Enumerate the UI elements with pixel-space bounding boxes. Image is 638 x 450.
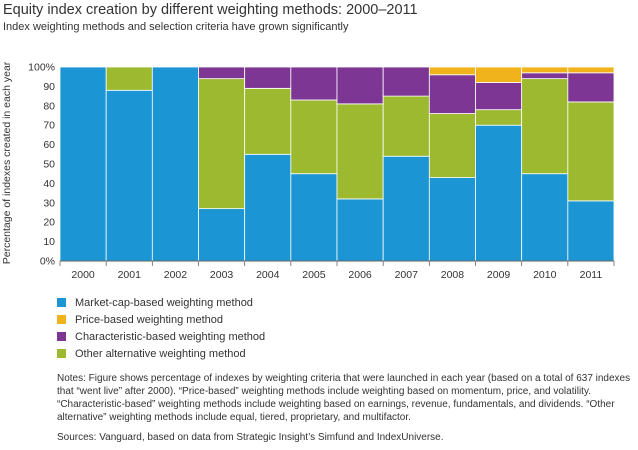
bar-segment [475,109,523,126]
x-tick-label: 2009 [487,269,511,281]
bar-segment [428,113,476,178]
bar-segment [428,177,476,262]
x-tick-label: 2008 [441,269,465,281]
bar-segment [475,82,523,111]
bar-segment [382,66,430,97]
bar-segment [198,78,246,210]
bar-segment [336,66,384,105]
legend-label-characteristic: Characteristic-based weighting method [75,330,266,343]
bar-segment [521,66,569,74]
bar-group [59,66,615,262]
legend-item-other: Other alternative weighting method [57,345,265,362]
bar-segment [59,66,107,262]
bar-segment [428,66,476,76]
bar-segment [244,66,292,89]
y-tick-label: 60 [43,139,55,151]
bar-segment [198,66,246,80]
y-axis-label: Percentage of indexes created in each ye… [1,61,13,264]
chart-subtitle: Index weighting methods and selection cr… [3,21,349,33]
legend-label-price: Price-based weighting method [75,313,223,326]
legend-item-characteristic: Characteristic-based weighting method [57,328,265,345]
x-tick-label: 2001 [118,269,142,281]
legend: Market-cap-based weighting method Price-… [57,294,265,362]
legend-label-market-cap: Market-cap-based weighting method [75,296,253,309]
bar-segment [567,200,615,262]
y-tick-label: 80 [43,100,55,112]
bar-segment [336,103,384,200]
bar-segment [475,124,523,262]
y-tick-label: 0% [40,256,55,268]
x-tick-label: 2000 [71,269,95,281]
bar-segment [151,66,199,262]
x-tick-label: 2007 [395,269,419,281]
bar-segment [382,95,430,157]
bar-segment [521,78,569,175]
y-tick-label: 70 [43,120,55,132]
x-tick-label: 2010 [533,269,557,281]
y-tick-label: 20 [43,217,55,229]
legend-item-price: Price-based weighting method [57,311,265,328]
legend-item-market-cap: Market-cap-based weighting method [57,294,265,311]
bar-segment [290,99,338,175]
y-tick-label: 100% [28,62,55,74]
x-tick-labels: 2000 2001 2002 2003 2004 2005 2006 2007 2008 2009… [71,269,602,281]
chart-notes: Notes: Figure shows percentage of indexe… [57,373,631,423]
x-tick-label: 2004 [256,269,280,281]
bar-segment [244,87,292,155]
bar-segment [105,66,153,91]
bar-segment [382,155,430,262]
x-tick-label: 2011 [580,269,603,281]
bar-segment [521,173,569,262]
y-tick-label: 50 [43,159,55,171]
legend-label-other: Other alternative weighting method [75,347,246,360]
legend-swatch-characteristic [57,332,66,341]
x-tick-label: 2002 [164,269,188,281]
chart-sources: Sources: Vanguard, based on data from St… [57,432,444,443]
chart-title: Equity index creation by different weigh… [3,2,418,18]
y-tick-label: 90 [43,81,55,93]
bar-segment [105,89,153,262]
bar-segment [244,153,292,262]
y-tick-label: 40 [43,178,55,190]
x-tick-label: 2005 [302,269,326,281]
legend-swatch-price [57,315,66,324]
y-tick-label: 30 [43,197,55,209]
bar-segment [475,66,523,83]
axes [59,260,615,266]
bar-segment [428,74,476,114]
y-tick-label: 10 [43,236,55,248]
x-tick-label: 2003 [210,269,234,281]
y-tick-labels: 0% 10 20 30 40 50 60 70 80 90 100% [28,62,55,268]
legend-swatch-market-cap [57,298,66,307]
bar-segment [198,208,246,262]
bar-segment [336,198,384,262]
x-tick-label: 2006 [348,269,372,281]
bar-segment [567,72,615,103]
legend-swatch-other [57,349,66,358]
bar-segment [567,101,615,202]
bar-segment [567,66,615,74]
bar-segment [521,72,569,80]
bar-segment [290,66,338,101]
bar-segment [290,173,338,262]
